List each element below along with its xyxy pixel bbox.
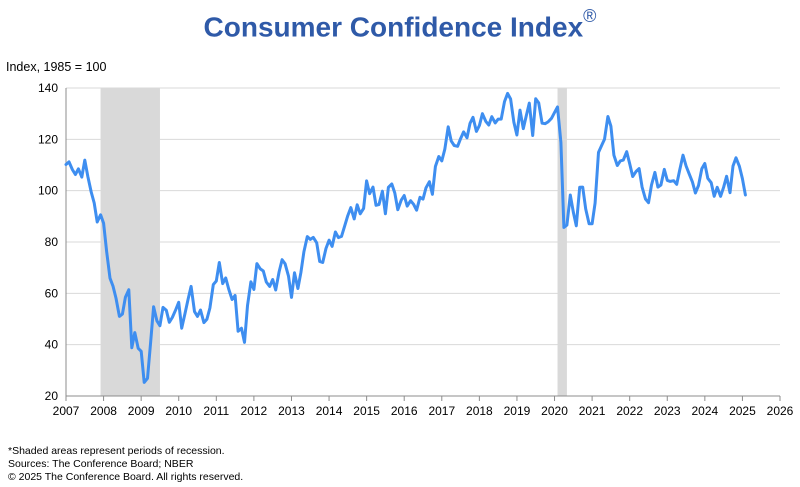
copyright-note: © 2025 The Conference Board. All rights …	[8, 471, 244, 483]
chart-title: Consumer Confidence Index®	[0, 6, 800, 43]
x-tick-label-2015: 2015	[353, 404, 380, 418]
series-line-1	[64, 91, 747, 384]
x-tick-label-2025: 2025	[729, 404, 756, 418]
x-tick-label-2009: 2009	[128, 404, 155, 418]
x-tick-label-2011: 2011	[203, 404, 229, 418]
x-tick-labels: 2007 2008 2009 2010 2011 2012 2013 2014 2015 2016…	[53, 404, 794, 418]
x-tick-label-2008: 2008	[90, 404, 117, 418]
x-tick-label-2007: 2007	[53, 404, 80, 418]
x-tick-label-2014: 2014	[316, 404, 343, 418]
x-tick-label-2018: 2018	[466, 404, 493, 418]
y-tick-label-100: 100	[38, 184, 58, 198]
x-tick-label-2017: 2017	[428, 404, 455, 418]
footnotes: *Shaded areas represent periods of reces…	[8, 445, 243, 484]
y-tick-label-120: 120	[38, 132, 58, 146]
y-tick-label-60: 60	[45, 286, 59, 300]
x-tick-label-2013: 2013	[278, 404, 305, 418]
x-tick-label-2023: 2023	[654, 404, 681, 418]
x-tick-label-2021: 2021	[579, 404, 606, 418]
chart-title-text: Consumer Confidence Index	[203, 11, 584, 43]
x-tick-label-2010: 2010	[165, 404, 192, 418]
registered-mark: ®	[583, 6, 597, 26]
y-tick-label-40: 40	[45, 338, 59, 352]
y-tick-labels: 20 40 60 80 100 120 140	[38, 81, 58, 403]
x-tick-label-2019: 2019	[504, 404, 531, 418]
y-tick-label-20: 20	[45, 389, 59, 403]
gridlines	[66, 87, 780, 346]
x-tick-label-2016: 2016	[391, 404, 418, 418]
sources-note: Sources: The Conference Board; NBER	[8, 458, 194, 470]
y-tick-label-140: 140	[38, 81, 58, 95]
axes	[65, 88, 781, 401]
x-tick-label-2020: 2020	[541, 404, 568, 418]
series-layer	[64, 91, 747, 384]
x-tick-label-2022: 2022	[616, 404, 643, 418]
x-tick-label-2026: 2026	[767, 404, 794, 418]
y-tick-label-80: 80	[45, 235, 59, 249]
x-tick-label-2012: 2012	[241, 404, 268, 418]
x-tick-label-2024: 2024	[691, 404, 718, 418]
y-axis-label: Index, 1985 = 100	[6, 60, 107, 74]
recession-note: *Shaded areas represent periods of reces…	[8, 445, 225, 457]
